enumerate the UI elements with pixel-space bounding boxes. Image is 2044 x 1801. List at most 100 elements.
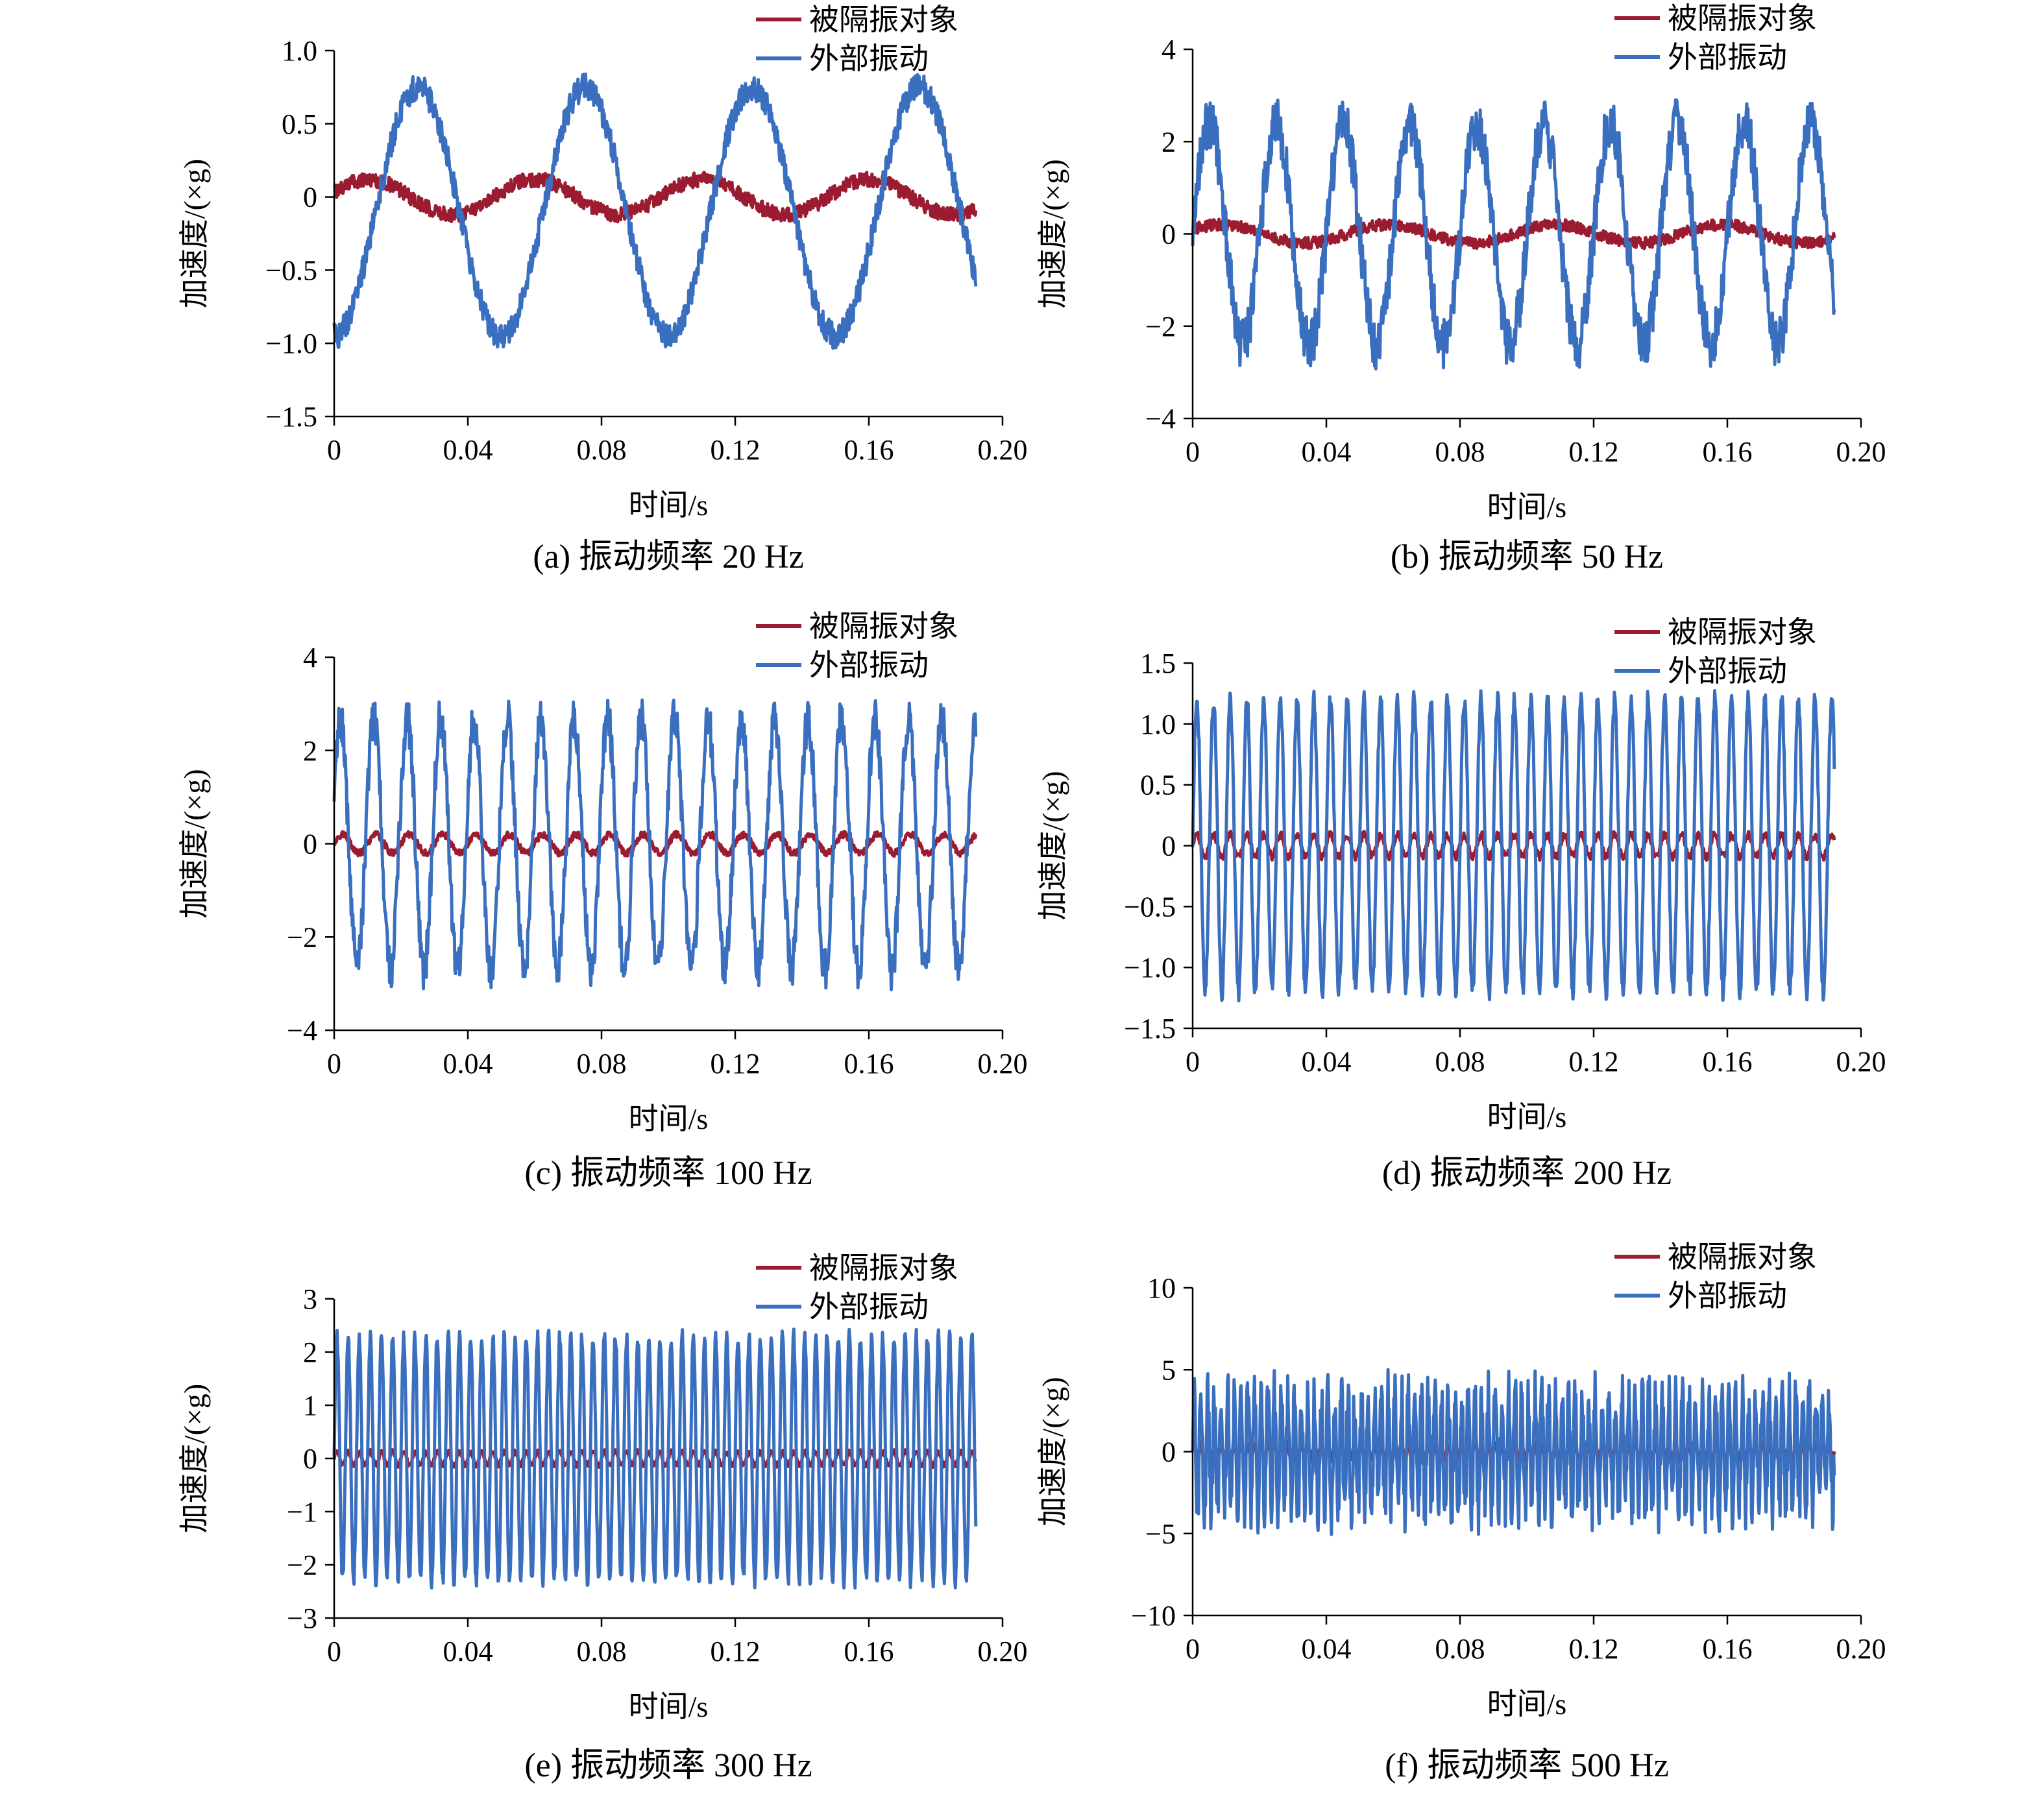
- x-tick-label: 0.12: [711, 1048, 760, 1080]
- x-tick-label: 0.16: [1703, 1633, 1753, 1665]
- y-axis-title: 加速度/(×g): [1036, 771, 1069, 920]
- panel-d: −1.5 −1.0 −0.5 0 0.5 1.0 1.5 0 0.04 0.08 0.12 0.16 0…: [1036, 616, 1886, 1192]
- x-tick-label: 0.20: [978, 1636, 1028, 1667]
- y-tick-label: −0.5: [265, 254, 317, 286]
- y-tick-label: −2: [1145, 311, 1176, 343]
- x-tick-label: 0.08: [577, 434, 627, 466]
- x-tick-label: 0.16: [844, 434, 894, 466]
- y-tick-label: −1.0: [265, 328, 317, 359]
- legend-label: 外部振动: [1668, 1279, 1787, 1312]
- x-tick-label: 0.20: [1836, 436, 1886, 468]
- series-line-isolated: [1191, 217, 1836, 250]
- series-line-external: [332, 698, 978, 992]
- y-tick-label: −1.0: [1124, 952, 1176, 984]
- x-tick-label: 0.04: [443, 1048, 493, 1080]
- y-tick-label: −4: [287, 1015, 317, 1046]
- y-tick-label: −10: [1131, 1600, 1176, 1632]
- x-tick-label: 0: [1186, 1633, 1200, 1665]
- y-tick-label: 5: [1162, 1354, 1176, 1386]
- legend-label: 被隔振对象: [809, 610, 958, 643]
- series-line-external: [332, 1327, 978, 1589]
- x-tick-label: 0.08: [1435, 436, 1485, 468]
- x-tick-label: 0.16: [844, 1048, 894, 1080]
- x-tick-label: 0.04: [1302, 1633, 1352, 1665]
- y-tick-label: 1: [303, 1390, 317, 1421]
- y-tick-label: 4: [1162, 34, 1176, 66]
- x-tick-label: 0.20: [1836, 1046, 1886, 1078]
- y-tick-label: −1: [287, 1496, 317, 1528]
- x-tick-label: 0.04: [443, 434, 493, 466]
- panel-a: −1.5 −1.0 −0.5 0 0.5 1.0 0 0.04 0.08 0.12 0.16 0.20…: [178, 3, 1028, 575]
- x-axis-title: 时间/s: [629, 1102, 709, 1135]
- y-axis-title: 加速度/(×g): [1036, 159, 1069, 308]
- y-tick-label: −2: [287, 1549, 317, 1581]
- legend-label: 被隔振对象: [1668, 616, 1817, 649]
- x-tick-label: 0.04: [1302, 436, 1352, 468]
- x-tick-label: 0.20: [978, 1048, 1028, 1080]
- y-tick-label: 0.5: [282, 108, 317, 140]
- x-tick-label: 0.08: [577, 1048, 627, 1080]
- x-tick-label: 0.16: [844, 1636, 894, 1667]
- x-tick-label: 0.12: [711, 434, 760, 466]
- series-line-external: [1191, 1368, 1836, 1536]
- x-tick-label: 0.20: [1836, 1633, 1886, 1665]
- panel-caption: (b) 振动频率 50 Hz: [1391, 538, 1663, 575]
- y-tick-label: −4: [1145, 403, 1176, 435]
- panel-caption: (c) 振动频率 100 Hz: [524, 1155, 812, 1192]
- y-tick-label: 0: [303, 1443, 317, 1475]
- series-line-external: [1191, 689, 1836, 1002]
- panel-caption: (a) 振动频率 20 Hz: [533, 538, 803, 575]
- x-axis-title: 时间/s: [629, 489, 709, 522]
- y-tick-label: 0: [1162, 1436, 1176, 1468]
- y-tick-label: 3: [303, 1283, 317, 1315]
- y-tick-label: 2: [1162, 126, 1176, 158]
- x-tick-label: 0.20: [978, 434, 1028, 466]
- panel-f: −10 −5 0 5 10 0 0.04 0.08 0.12 0.16 0.20 时间/s 加速度/(×…: [1036, 1240, 1886, 1784]
- y-tick-label: −1.5: [1124, 1013, 1176, 1045]
- y-tick-label: 0: [1162, 830, 1176, 862]
- x-tick-label: 0.16: [1703, 436, 1753, 468]
- y-axis-title: 加速度/(×g): [178, 159, 211, 308]
- x-axis-title: 时间/s: [1487, 490, 1567, 524]
- legend-label: 外部振动: [809, 649, 929, 682]
- x-tick-label: 0.08: [1435, 1046, 1485, 1078]
- y-tick-label: 1.0: [282, 35, 317, 67]
- y-tick-label: −5: [1145, 1518, 1176, 1550]
- legend-label: 外部振动: [1668, 655, 1787, 688]
- y-tick-label: 1.0: [1140, 708, 1176, 740]
- x-tick-label: 0.08: [577, 1636, 627, 1667]
- x-tick-label: 0.12: [1569, 1046, 1619, 1078]
- series-line-external: [1191, 98, 1836, 371]
- legend-label: 被隔振对象: [809, 1251, 958, 1285]
- x-tick-label: 0.08: [1435, 1633, 1485, 1665]
- legend-label: 被隔振对象: [1668, 2, 1817, 35]
- y-axis-title: 加速度/(×g): [178, 1384, 211, 1533]
- x-tick-label: 0.04: [443, 1636, 493, 1667]
- x-tick-label: 0.04: [1302, 1046, 1352, 1078]
- y-tick-label: 0: [303, 828, 317, 860]
- x-tick-label: 0: [1186, 436, 1200, 468]
- panel-e: −3 −2 −1 0 1 2 3 0 0.04 0.08 0.12 0.16 0.20 时间/s 加速度/(…: [178, 1251, 1028, 1784]
- y-tick-label: 0.5: [1140, 769, 1176, 801]
- x-tick-label: 0: [327, 1048, 341, 1080]
- y-axis-title: 加速度/(×g): [1036, 1377, 1069, 1526]
- y-tick-label: −3: [287, 1602, 317, 1634]
- panel-c: −4 −2 0 2 4 0 0.04 0.08 0.12 0.16 0.20 时间/s 加速度/(×g)…: [178, 610, 1028, 1192]
- y-tick-label: 2: [303, 735, 317, 767]
- y-tick-label: −0.5: [1124, 891, 1176, 923]
- y-tick-label: 2: [303, 1336, 317, 1368]
- x-axis-title: 时间/s: [1487, 1100, 1567, 1133]
- series-line-external: [332, 72, 978, 350]
- x-tick-label: 0.16: [1703, 1046, 1753, 1078]
- y-tick-label: 0: [1162, 219, 1176, 250]
- x-tick-label: 0.12: [711, 1636, 760, 1667]
- x-tick-label: 0.12: [1569, 1633, 1619, 1665]
- legend-label: 被隔振对象: [1668, 1240, 1817, 1274]
- legend-label: 外部振动: [809, 42, 929, 75]
- legend-label: 被隔振对象: [809, 3, 958, 36]
- y-axis-title: 加速度/(×g): [178, 769, 211, 918]
- x-tick-label: 0: [327, 1636, 341, 1667]
- y-tick-label: 0: [303, 182, 317, 213]
- series-line-isolated: [332, 171, 978, 224]
